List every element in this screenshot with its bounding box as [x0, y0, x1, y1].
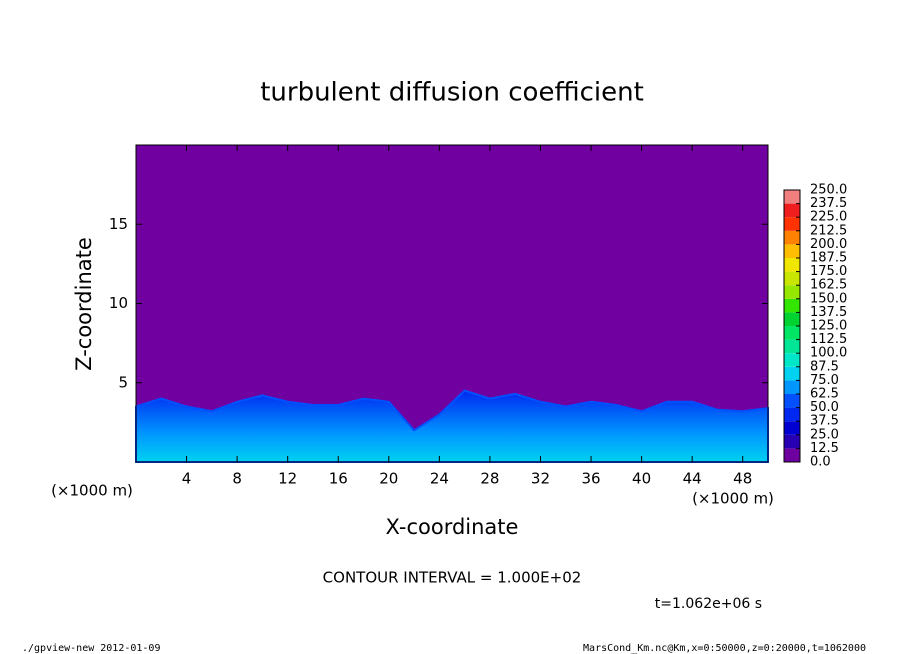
colorbar-label: 100.0: [810, 346, 847, 361]
colorbar-band: [784, 326, 800, 340]
colorbar-band: [784, 339, 800, 354]
colorbar-label: 62.5: [810, 387, 839, 402]
y-tick-label: 10: [109, 294, 128, 312]
colorbar-band: [784, 366, 800, 381]
x-tick-label: 48: [733, 470, 752, 488]
colorbar-band: [784, 244, 800, 258]
colorbar-band: [784, 298, 800, 313]
x-tick-label: 24: [430, 470, 449, 488]
colorbar-label: 125.0: [810, 319, 847, 334]
colorbar-band: [784, 285, 800, 299]
colorbar-label: 12.5: [810, 441, 839, 456]
contour-interval: CONTOUR INTERVAL = 1.000E+02: [323, 569, 582, 587]
y-tick-label: 5: [118, 373, 128, 391]
colorbar-band: [784, 258, 800, 272]
colorbar-band: [784, 353, 800, 367]
colorbar-label: 200.0: [810, 237, 847, 252]
colorbar-band: [784, 448, 800, 462]
x-tick-label: 8: [232, 470, 242, 488]
x-tick-label: 32: [531, 470, 550, 488]
colorbar-label: 212.5: [810, 223, 847, 238]
colorbar-label: 175.0: [810, 264, 847, 279]
colorbar-label: 250.0: [810, 183, 847, 198]
colorbar-label: 225.0: [810, 210, 847, 225]
chart-title: turbulent diffusion coefficient: [260, 78, 644, 108]
x-tick-label: 12: [278, 470, 297, 488]
colorbar-label: 187.5: [810, 251, 847, 266]
footer-left: ./gpview-new 2012-01-09: [22, 643, 160, 654]
colorbar-label: 150.0: [810, 291, 847, 306]
colorbar-label: 50.0: [810, 400, 839, 415]
colorbar-label: 137.5: [810, 305, 847, 320]
y-axis-label: Z-coordinate: [72, 237, 96, 371]
colorbar-band: [784, 230, 800, 245]
x-tick-label: 44: [683, 470, 702, 488]
x-tick-label: 4: [182, 470, 192, 488]
turbulent-layer: [135, 389, 769, 463]
x-tick-label: 40: [632, 470, 651, 488]
colorbar-label: 112.5: [810, 332, 847, 347]
x-axis-label: X-coordinate: [386, 515, 519, 539]
colorbar-band: [784, 434, 800, 449]
x-tick-label: 28: [480, 470, 499, 488]
colorbar-band: [784, 203, 800, 218]
colorbar-label: 162.5: [810, 278, 847, 293]
colorbar-label: 87.5: [810, 359, 839, 374]
x-tick-label: 36: [581, 470, 600, 488]
x-tick-label: 16: [329, 470, 348, 488]
y-unit: (×1000 m): [51, 482, 133, 500]
colorbar-band: [784, 421, 800, 435]
colorbar-band: [784, 407, 800, 422]
colorbar-band: [784, 380, 800, 394]
colorbar-band: [784, 394, 800, 408]
colorbar-band: [784, 190, 800, 204]
x-tick-label: 20: [379, 470, 398, 488]
time-label: t=1.062e+06 s: [655, 596, 762, 612]
y-tick-label: 15: [109, 215, 128, 233]
footer-right: MarsCond_Km.nc@Km,x=0:50000,z=0:20000,t=…: [583, 643, 866, 654]
colorbar-label: 25.0: [810, 427, 839, 442]
colorbar-label: 75.0: [810, 373, 839, 388]
colorbar-label: 37.5: [810, 414, 839, 429]
x-unit: (×1000 m): [692, 490, 774, 508]
colorbar-band: [784, 217, 800, 231]
colorbar-band: [784, 271, 800, 286]
colorbar-label: 0.0: [810, 455, 831, 470]
colorbar-band: [784, 312, 800, 326]
colorbar-label: 237.5: [810, 196, 847, 211]
